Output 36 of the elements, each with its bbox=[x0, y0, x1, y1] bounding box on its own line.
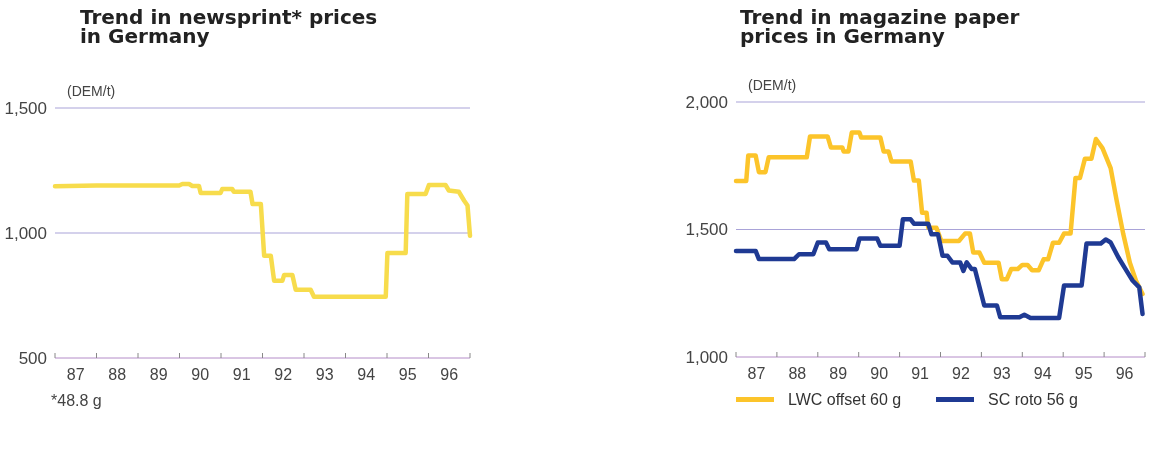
x-tick-label: 88 bbox=[108, 366, 127, 383]
line-series bbox=[52, 181, 473, 299]
x-tick-label: 87 bbox=[747, 365, 766, 382]
line-series bbox=[733, 217, 1145, 321]
chart-title: Trend in newsprint* prices in Germany bbox=[80, 5, 378, 48]
x-tick-label: 90 bbox=[191, 366, 210, 383]
x-tick-label: 95 bbox=[1074, 365, 1093, 382]
y-tick-label: 1,500 bbox=[685, 220, 728, 240]
x-tick-label: 90 bbox=[870, 365, 889, 382]
x-tick-label: 92 bbox=[274, 366, 293, 383]
x-tick-label: 93 bbox=[315, 366, 334, 383]
y-tick-label: 1,000 bbox=[4, 223, 47, 243]
x-tick-label: 91 bbox=[911, 365, 930, 382]
x-tick-label: 87 bbox=[66, 366, 85, 383]
text: *48.8 g bbox=[51, 392, 102, 409]
x-tick-label: 96 bbox=[1115, 365, 1134, 382]
y-tick-label: 2,000 bbox=[685, 92, 728, 112]
y-axis-title: (DEM/t) bbox=[748, 77, 797, 93]
x-tick-label: 89 bbox=[829, 365, 848, 382]
x-tick-label: 94 bbox=[357, 366, 376, 383]
x-tick-label: 96 bbox=[440, 366, 459, 383]
x-tick-label: 89 bbox=[149, 366, 168, 383]
x-tick-label: 95 bbox=[398, 366, 417, 383]
x-tick-label: 88 bbox=[788, 365, 807, 382]
y-tick-label: 1,500 bbox=[4, 98, 47, 118]
y-axis-title: (DEM/t) bbox=[67, 83, 116, 99]
x-tick-label: 91 bbox=[232, 366, 251, 383]
chart-title: Trend in magazine paper prices in Germany bbox=[740, 5, 1020, 48]
x-tick-label: 93 bbox=[992, 365, 1011, 382]
y-tick-label: 1,000 bbox=[685, 347, 728, 367]
x-tick-label: 94 bbox=[1033, 365, 1052, 382]
legend-label: LWC offset 60 g bbox=[788, 390, 902, 408]
y-tick-label: 500 bbox=[18, 348, 47, 368]
legend-label: SC roto 56 g bbox=[988, 390, 1078, 408]
x-tick-label: 92 bbox=[952, 365, 970, 382]
line-series bbox=[733, 130, 1145, 297]
